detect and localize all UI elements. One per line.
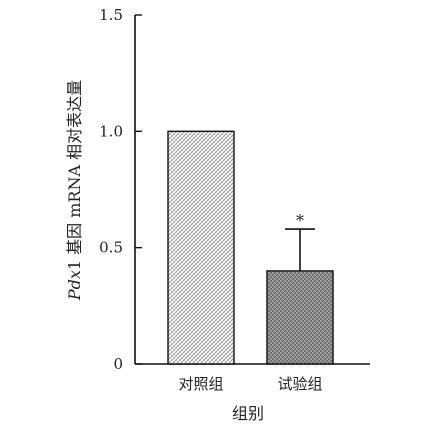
x-category-label: 试验组 — [277, 375, 322, 393]
y-tick-label: 0 — [113, 355, 123, 373]
bar-2 — [266, 270, 334, 365]
y-axis-title-italic: Pdx — [65, 270, 84, 301]
y-axis-title-rest: 1 基因 mRNA 相对表达量 — [65, 80, 84, 270]
x-axis-title: 组别 — [232, 404, 264, 423]
y-tick-label: 1.5 — [99, 6, 123, 24]
y-tick-label: 0.5 — [99, 239, 123, 257]
x-category-label: 对照组 — [178, 375, 223, 393]
y-tick-label: 1.0 — [99, 122, 123, 140]
y-ticks: 0 0.5 1.0 1.5 — [99, 6, 142, 373]
bar-1 — [167, 130, 235, 365]
bars — [167, 130, 334, 365]
y-axis-title: Pdx1 基因 mRNA 相对表达量 — [65, 80, 84, 301]
error-bars: * — [285, 211, 315, 271]
significance-marker: * — [296, 211, 304, 230]
